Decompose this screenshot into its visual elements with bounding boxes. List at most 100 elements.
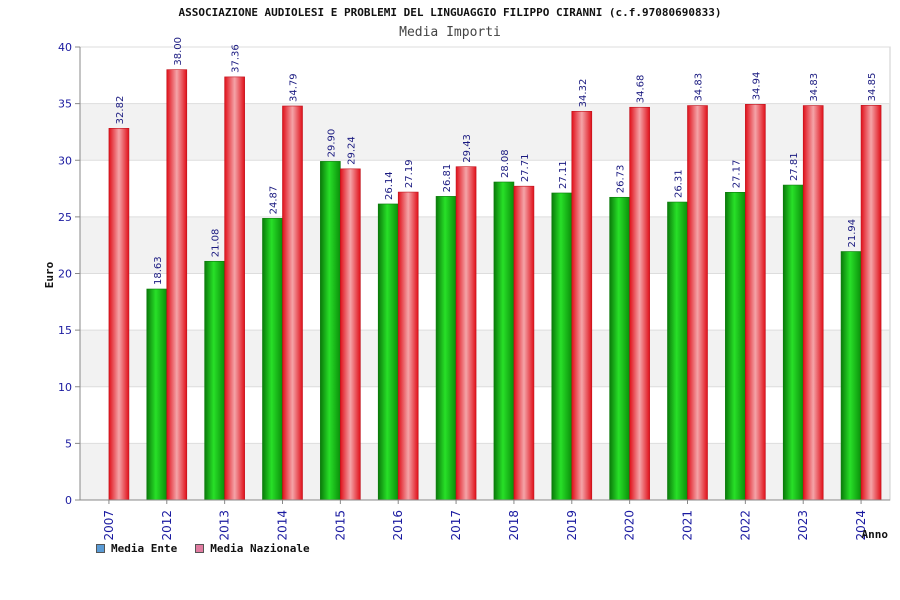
y-tick-label: 40 xyxy=(58,41,72,54)
x-tick-label: 2018 xyxy=(507,510,521,541)
x-tick-label: 2023 xyxy=(796,510,810,541)
data-label: 27.17 xyxy=(731,160,742,189)
bar-media-ente xyxy=(146,288,168,501)
data-label: 29.90 xyxy=(326,129,337,158)
bar-media-ente xyxy=(667,201,688,501)
bar-media-nazionale xyxy=(687,105,708,501)
chart-title: ASSOCIAZIONE AUDIOLESI E PROBLEMI DEL LI… xyxy=(178,6,722,19)
data-label: 28.08 xyxy=(500,149,511,178)
axes: 0 5 10 15 20 25 30 35 40 2007 2012 2013 2014 2015 2016… xyxy=(58,41,890,541)
data-label: 26.14 xyxy=(384,171,395,200)
data-label: 27.71 xyxy=(520,154,531,183)
data-label: 27.81 xyxy=(789,152,800,181)
legend-item-nazionale: Media Nazionale xyxy=(195,542,310,555)
plot-band xyxy=(80,216,890,274)
plot-band xyxy=(80,443,890,500)
bar-media-nazionale xyxy=(745,104,766,501)
data-label: 34.32 xyxy=(578,79,589,108)
legend: Media Ente Media Nazionale xyxy=(96,542,310,555)
x-tick-label: 2017 xyxy=(449,510,463,541)
bar-media-ente xyxy=(782,184,804,501)
x-tick-label: 2014 xyxy=(276,510,290,541)
y-tick-label: 10 xyxy=(58,381,72,394)
x-tick-label: 2024 xyxy=(854,510,868,541)
data-label: 27.11 xyxy=(558,160,569,189)
data-label: 34.79 xyxy=(289,73,300,102)
data-labels: 32.82 18.63 38.00 21.08 37.36 24.87 34.79 29.90… xyxy=(115,37,878,285)
plot-band xyxy=(80,103,890,161)
x-tick-label: 2016 xyxy=(391,510,405,541)
data-label: 34.68 xyxy=(636,75,647,104)
data-label: 26.81 xyxy=(442,164,453,193)
bar-media-nazionale xyxy=(224,76,245,501)
x-tick-label: 2020 xyxy=(623,510,637,541)
data-label: 24.87 xyxy=(269,186,280,215)
x-tick-label: 2022 xyxy=(738,510,752,541)
data-label: 34.85 xyxy=(867,73,878,102)
bar-media-ente xyxy=(204,260,225,501)
data-label: 26.73 xyxy=(616,165,627,194)
bar-media-ente xyxy=(377,203,399,501)
legend-label-ente: Media Ente xyxy=(111,542,178,555)
x-tick-label: 2012 xyxy=(160,510,174,541)
x-tick-label: 2021 xyxy=(681,510,695,541)
data-label: 34.83 xyxy=(809,73,820,102)
legend-label-nazionale: Media Nazionale xyxy=(210,542,310,555)
y-tick-label: 30 xyxy=(58,154,72,167)
bar-media-nazionale xyxy=(340,168,361,501)
bar-media-nazionale xyxy=(513,185,535,501)
data-label: 26.31 xyxy=(674,169,685,198)
bar-media-nazionale xyxy=(860,105,882,501)
data-label: 34.83 xyxy=(694,73,705,102)
y-tick-label: 25 xyxy=(58,211,72,224)
bar-media-ente xyxy=(435,196,457,501)
bar-media-ente xyxy=(840,251,862,501)
bar-media-ente xyxy=(551,192,573,501)
data-label: 34.94 xyxy=(751,72,762,101)
data-label: 21.08 xyxy=(211,229,222,258)
data-label: 37.36 xyxy=(231,44,242,73)
y-tick-label: 35 xyxy=(58,98,72,111)
bar-media-ente xyxy=(320,161,341,501)
data-label: 27.19 xyxy=(404,159,415,188)
bar-media-ente xyxy=(493,181,515,501)
bar-media-nazionale xyxy=(455,166,477,501)
y-tick-label: 15 xyxy=(58,324,72,337)
y-tick-label: 5 xyxy=(65,437,72,450)
x-tick-label: 2015 xyxy=(333,510,347,541)
bar-media-ente xyxy=(725,191,746,501)
bar-media-nazionale xyxy=(166,69,188,501)
data-label: 38.00 xyxy=(173,37,184,66)
bar-media-nazionale xyxy=(108,128,130,501)
plot-band xyxy=(80,160,890,217)
y-axis-label: Euro xyxy=(43,261,56,288)
plot-band xyxy=(80,386,890,444)
data-label: 29.24 xyxy=(346,136,357,165)
y-tick-label: 20 xyxy=(58,268,72,281)
data-label: 18.63 xyxy=(153,256,164,285)
data-label: 32.82 xyxy=(115,96,126,125)
y-tick-label: 0 xyxy=(65,494,72,507)
bar-media-nazionale xyxy=(629,106,650,501)
chart-subtitle: Media Importi xyxy=(399,25,501,40)
bar-media-nazionale xyxy=(571,111,593,501)
plot-band xyxy=(80,330,890,387)
x-tick-label: 2019 xyxy=(565,510,579,541)
plot-band xyxy=(80,273,890,331)
bar-media-ente xyxy=(262,218,283,501)
data-label: 29.43 xyxy=(462,134,473,163)
plot-band xyxy=(80,47,890,104)
bar-media-ente xyxy=(609,196,630,501)
legend-item-ente: Media Ente xyxy=(96,542,177,555)
x-tick-label: 2013 xyxy=(218,510,232,541)
x-axis-label: Anno xyxy=(862,528,889,541)
bar-media-nazionale xyxy=(802,105,824,501)
x-tick-label: 2007 xyxy=(102,510,116,541)
bars xyxy=(108,69,882,501)
bar-media-nazionale xyxy=(282,105,303,501)
bar-media-nazionale xyxy=(397,191,419,501)
legend-swatch-nazionale xyxy=(195,544,205,553)
data-label: 21.94 xyxy=(847,219,858,248)
legend-swatch-ente xyxy=(96,544,105,553)
